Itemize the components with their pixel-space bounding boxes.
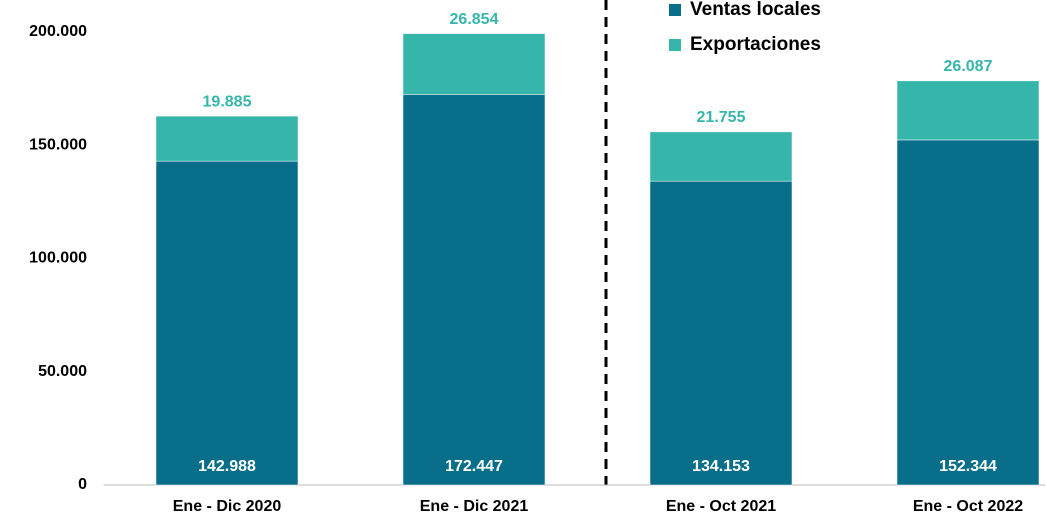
y-tick-label: 200.000 <box>29 23 87 40</box>
value-label: 21.755 <box>697 109 746 126</box>
y-tick-label: 150.000 <box>29 136 87 153</box>
legend-swatch <box>669 4 681 16</box>
value-label: 172.447 <box>445 458 503 475</box>
x-tick-label: Ene - Dic 2021 <box>420 498 529 515</box>
value-label: 134.153 <box>692 458 750 475</box>
y-tick-label: 0 <box>78 476 87 493</box>
bar-segment <box>896 80 1040 141</box>
x-tick-label: Ene - Oct 2021 <box>666 498 776 515</box>
value-label: 142.988 <box>198 458 256 475</box>
value-label: 19.885 <box>203 93 252 110</box>
value-label: 26.087 <box>944 58 993 75</box>
bar-segment <box>155 115 299 162</box>
x-tick-label: Ene - Dic 2020 <box>173 498 282 515</box>
x-tick-label: Ene - Oct 2022 <box>913 498 1023 515</box>
legend-label: Exportaciones <box>690 34 821 55</box>
legend-swatch <box>669 39 681 51</box>
bar-segment <box>649 131 793 182</box>
value-label: 26.854 <box>450 11 499 28</box>
bar-segment <box>402 33 546 95</box>
legend-label: Ventas locales <box>690 0 821 20</box>
bar-segment <box>896 139 1040 486</box>
y-tick-label: 50.000 <box>38 363 87 380</box>
bar-segment <box>402 94 546 486</box>
bar-segment <box>155 160 299 486</box>
bar-segment <box>649 180 793 486</box>
y-tick-label: 100.000 <box>29 250 87 267</box>
value-label: 152.344 <box>939 458 997 475</box>
